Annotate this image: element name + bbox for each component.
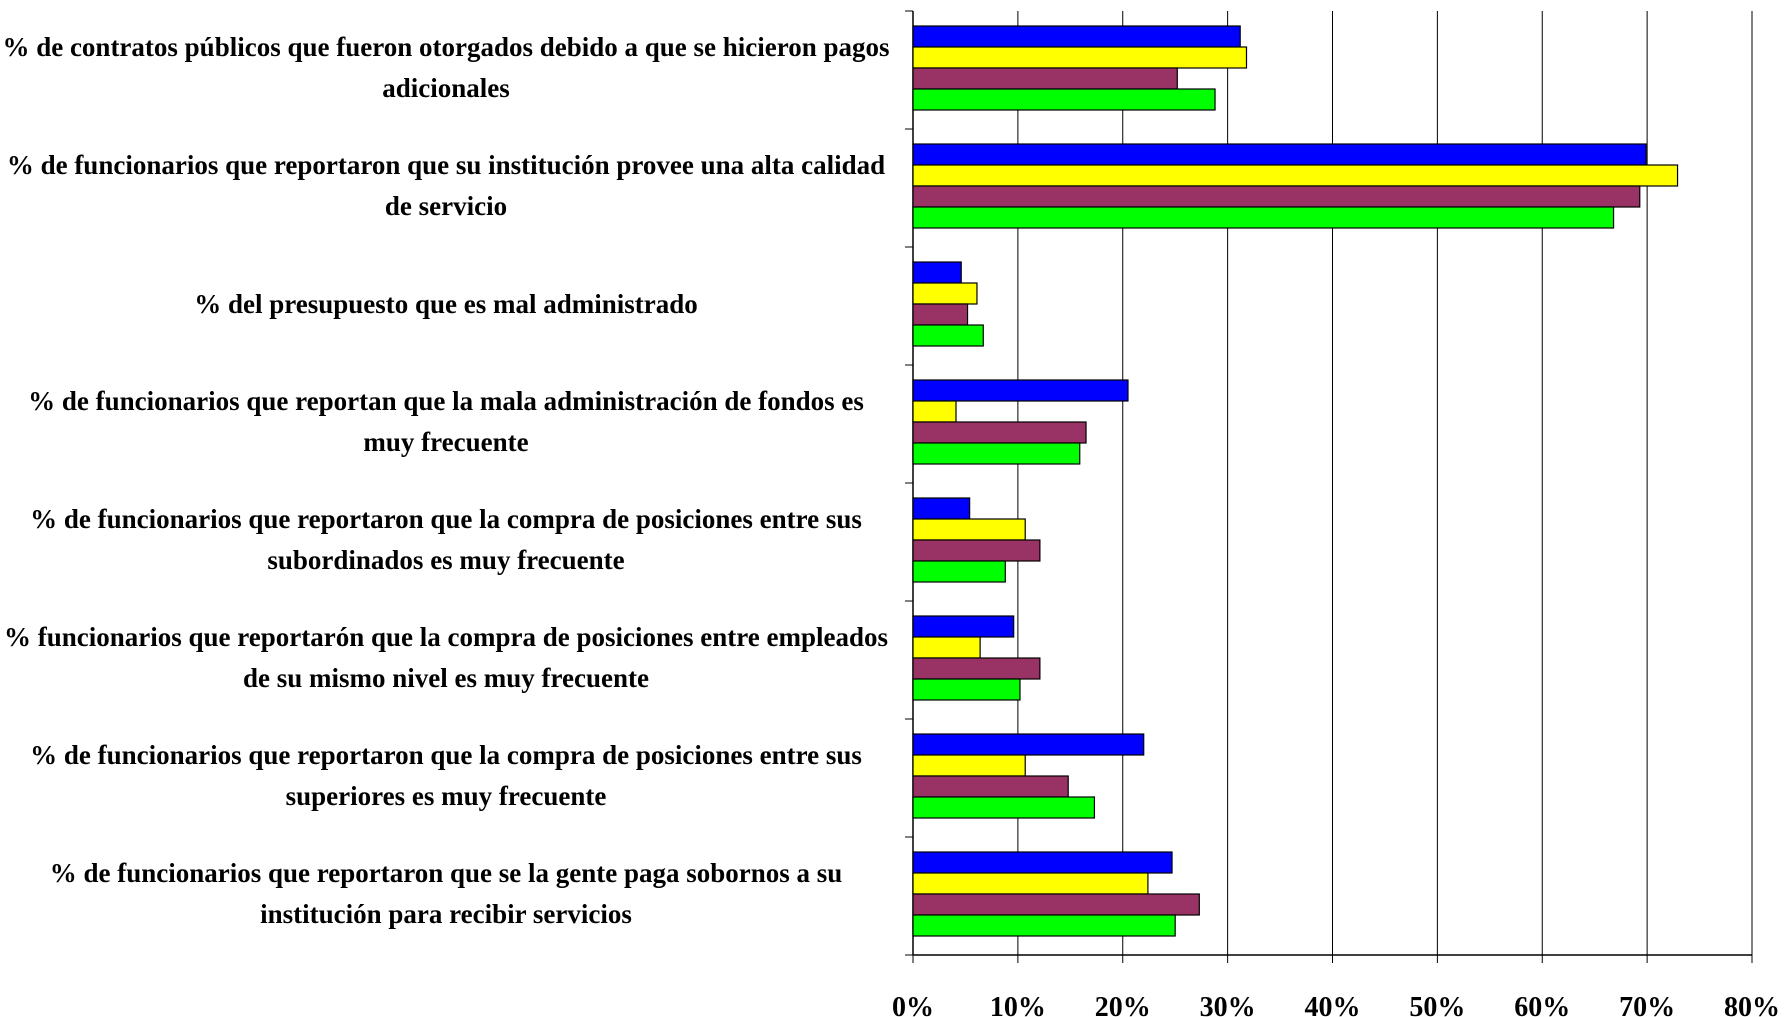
category-label: % del presupuesto que es mal administrad… [194,288,698,319]
bar [912,678,1021,701]
x-tick-label: 20% [1095,992,1151,1017]
category-label: % de funcionarios que reportaron que la … [30,740,862,811]
x-tick-label: 0% [892,992,934,1017]
bar [912,46,1248,69]
bar [912,636,981,659]
bar [912,324,984,347]
bar [912,67,1178,90]
x-tick-label: 30% [1200,992,1256,1017]
bar [912,206,1615,229]
bar [912,497,971,520]
bar [912,796,1096,819]
bar [912,775,1069,798]
category-label: % de funcionarios que reportaron que se … [49,858,843,929]
category-label: % de funcionarios que reportan que la ma… [28,386,864,457]
bar [912,303,969,326]
category-label: % de funcionarios que reportaron que su … [6,150,886,221]
x-tick-label: 60% [1514,992,1570,1017]
category-label: % funcionarios que reportarón que la com… [4,622,888,693]
bar [912,88,1216,111]
category-label: % de funcionarios que reportaron que la … [30,504,862,575]
x-tick-label: 70% [1619,992,1675,1017]
bar [912,442,1081,465]
bar [912,733,1145,756]
bar [912,518,1026,541]
bar [912,539,1041,562]
x-tick-label: 80% [1724,992,1780,1017]
bar [912,261,962,284]
x-tick-label: 10% [990,992,1046,1017]
bar [912,872,1149,895]
bar [912,282,978,305]
bar [912,185,1641,208]
bar [912,143,1647,166]
bar [912,754,1026,777]
bar [912,379,1129,402]
bar [912,560,1006,583]
bar [912,164,1679,187]
x-tick-label: 50% [1409,992,1465,1017]
bar [912,615,1015,638]
bar [912,914,1176,937]
x-tick-label: 40% [1305,992,1361,1017]
bar [912,400,957,423]
bar [912,25,1241,48]
category-label: % de contratos públicos que fueron otorg… [2,32,890,103]
bar [912,421,1087,444]
bar [912,657,1041,680]
bar [912,893,1200,916]
bar [912,851,1173,874]
